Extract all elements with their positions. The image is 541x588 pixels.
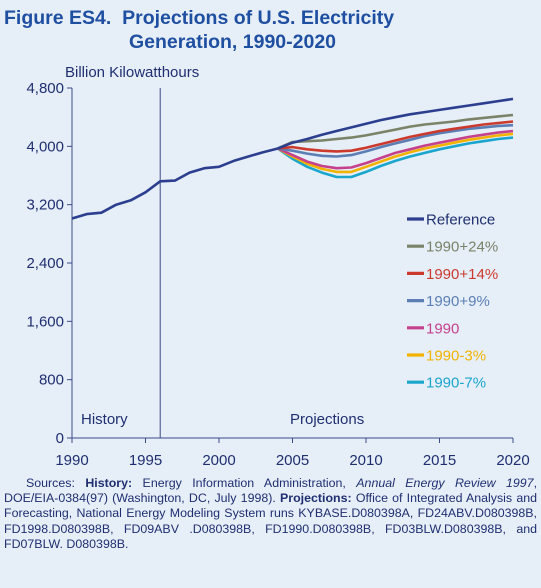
y-tick-label: 0	[56, 430, 64, 447]
legend-label: 1990+9%	[426, 293, 490, 310]
sources-history-text-2: , DOE/EIA-0384(97) (Washington, DC, July…	[4, 476, 538, 506]
series-line-1990+14%	[277, 120, 514, 153]
chart-area: 0 800 1,600 2,400 3,200 4,000 4,800 1990 1995 200…	[26, 64, 529, 469]
legend-label: 1990+14%	[426, 266, 498, 283]
series-line-1990+9%	[277, 123, 514, 158]
y-tick-label: 4,000	[26, 138, 64, 155]
sources-note: Sources: History: Energy Information Adm…	[4, 476, 537, 552]
sources-history-text-1: Energy Information Administration,	[132, 476, 357, 490]
sources-projections-label: Projections:	[280, 491, 352, 506]
x-tick-label: 2005	[276, 452, 309, 469]
legend-label: 1990+24%	[426, 239, 498, 256]
series-line-1990	[277, 129, 514, 170]
x-tick-label: 2015	[423, 452, 456, 469]
sources-history-label: History:	[85, 476, 133, 490]
series-lines	[71, 97, 514, 220]
y-tick-label: 4,800	[26, 80, 64, 97]
chart-title: Figure ES4. Projections of U.S. Electric…	[4, 6, 540, 54]
series-line-1990-7%	[277, 136, 514, 179]
legend-label: 1990-7%	[426, 375, 486, 392]
legend-label: Reference	[426, 212, 495, 229]
y-axis-label: Billion Kilowatthours	[65, 64, 199, 81]
y-tick-label: 3,200	[26, 197, 64, 214]
series-line-Reference	[277, 97, 514, 150]
legend: Reference 1990+24% 1990+14% 1990+9% 1990 1990…	[407, 212, 498, 392]
x-tick-label: 2000	[202, 452, 235, 469]
x-tick-label: 2010	[349, 452, 382, 469]
series-line-1990-3%	[277, 132, 514, 174]
axes: 0 800 1,600 2,400 3,200 4,000 4,800 1990 1995 200…	[26, 64, 529, 469]
sources-projections-text: Office of Integrated Analysis and Foreca…	[4, 491, 537, 551]
chart-title-line1: Figure ES4. Projections of U.S. Electric…	[4, 7, 395, 29]
legend-label: 1990-3%	[426, 348, 486, 365]
x-tick-label: 2020	[496, 452, 529, 469]
y-tick-label: 2,400	[26, 255, 64, 272]
history-label: History	[81, 411, 128, 428]
y-tick-label: 1,600	[26, 313, 64, 330]
x-tick-label: 1990	[55, 452, 88, 469]
series-line-1990+24%	[277, 113, 514, 150]
sources-lead: Sources:	[26, 476, 86, 490]
y-tick-label: 800	[39, 372, 64, 389]
history-line	[71, 147, 279, 220]
sources-history-italic: Annual Energy Review 1997	[356, 476, 534, 490]
legend-label: 1990	[426, 320, 459, 337]
projections-label: Projections	[290, 411, 364, 428]
chart-title-line2: Generation, 1990-2020	[129, 31, 337, 53]
x-tick-label: 1995	[129, 452, 162, 469]
